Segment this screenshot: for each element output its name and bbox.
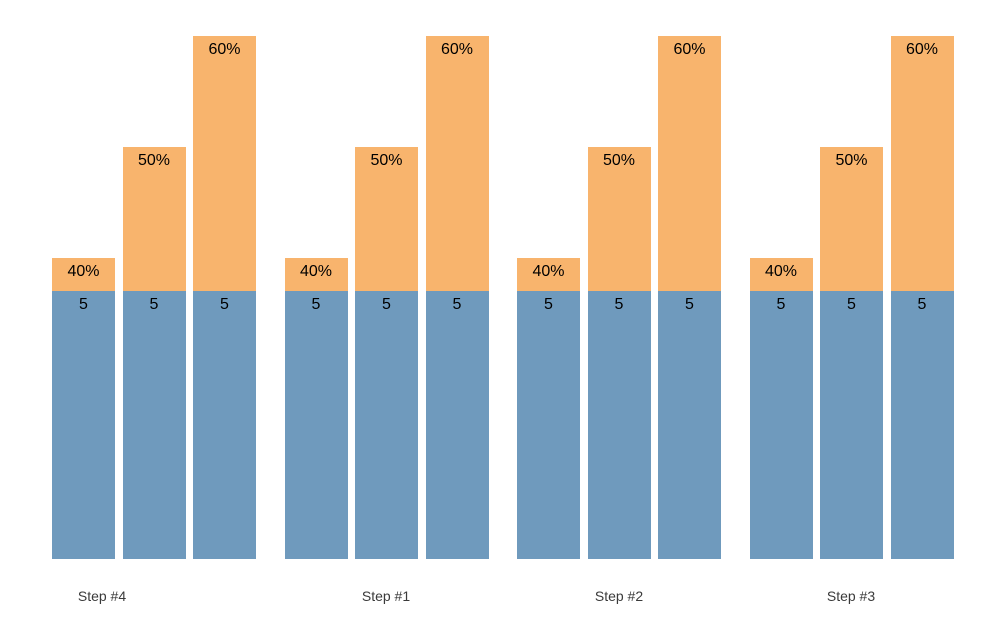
bar-percent-label: 40% [299, 263, 333, 280]
stacked-bar: 50% 5 [820, 147, 883, 559]
bar-segment-percent: 50% [355, 147, 418, 291]
bar-segment-base: 5 [820, 291, 883, 559]
stacked-bar: 40% 5 [284, 258, 348, 559]
x-axis-category-label: Step #3 [826, 588, 876, 604]
x-axis-category-label: Step #2 [594, 588, 644, 604]
bar-base-value-label: 5 [685, 296, 694, 313]
bar-base-value-label: 5 [917, 296, 927, 313]
stacked-bar: 60% 5 [193, 36, 256, 559]
bar-segment-base: 5 [587, 291, 651, 559]
bar-segment-base: 5 [284, 291, 348, 559]
x-axis-category-label: Step #4 [77, 588, 127, 604]
stacked-bar: 60% 5 [890, 36, 954, 559]
bar-percent-label: 60% [208, 41, 241, 58]
bar-segment-base: 5 [890, 291, 954, 559]
bar-segment-percent: 50% [820, 147, 883, 291]
bar-segment-percent: 60% [658, 36, 721, 291]
bar-segment-base: 5 [122, 291, 186, 559]
stacked-bar: 50% 5 [355, 147, 418, 559]
bar-segment-percent: 60% [890, 36, 954, 291]
bar-segment-percent: 50% [122, 147, 186, 291]
bar-base-value-label: 5 [847, 296, 856, 313]
bar-percent-label: 50% [370, 152, 403, 169]
stacked-bar: 60% 5 [425, 36, 489, 559]
bar-base-value-label: 5 [776, 296, 786, 313]
bar-percent-label: 50% [835, 152, 868, 169]
bar-segment-percent: 40% [517, 258, 580, 291]
bar-percent-label: 40% [532, 263, 565, 280]
bar-percent-label: 60% [673, 41, 706, 58]
x-axis-category-label: Step #1 [361, 588, 411, 604]
bar-segment-percent: 60% [425, 36, 489, 291]
bar-segment-base: 5 [355, 291, 418, 559]
stacked-bar: 50% 5 [122, 147, 186, 559]
bar-percent-label: 60% [905, 41, 939, 58]
stacked-bar: 40% 5 [517, 258, 580, 559]
bar-percent-label: 40% [764, 263, 798, 280]
bar-percent-label: 60% [440, 41, 474, 58]
bar-base-value-label: 5 [452, 296, 462, 313]
stacked-bar: 50% 5 [587, 147, 651, 559]
bar-segment-base: 5 [425, 291, 489, 559]
stacked-bar: 40% 5 [52, 258, 115, 559]
bar-segment-base: 5 [517, 291, 580, 559]
bar-segment-percent: 40% [52, 258, 115, 291]
bar-segment-base: 5 [658, 291, 721, 559]
bar-base-value-label: 5 [79, 296, 88, 313]
bar-base-value-label: 5 [311, 296, 321, 313]
bar-segment-base: 5 [52, 291, 115, 559]
plot-area: 40% 5 50% 5 60% 5 40% 5 50% 5 60% 5 40% 5 50% 5 60% 5 40% 5… [52, 36, 954, 559]
bar-base-value-label: 5 [544, 296, 553, 313]
stacked-bar: 40% 5 [749, 258, 813, 559]
bar-segment-percent: 60% [193, 36, 256, 291]
bar-segment-percent: 50% [587, 147, 651, 291]
bar-base-value-label: 5 [614, 296, 624, 313]
bar-base-value-label: 5 [149, 296, 159, 313]
bar-base-value-label: 5 [220, 296, 229, 313]
bar-percent-label: 50% [137, 152, 171, 169]
bar-segment-percent: 40% [284, 258, 348, 291]
bar-segment-base: 5 [193, 291, 256, 559]
bar-segment-base: 5 [749, 291, 813, 559]
bar-base-value-label: 5 [382, 296, 391, 313]
bar-percent-label: 40% [67, 263, 100, 280]
stacked-bar: 60% 5 [658, 36, 721, 559]
bar-percent-label: 50% [602, 152, 636, 169]
bar-segment-percent: 40% [749, 258, 813, 291]
